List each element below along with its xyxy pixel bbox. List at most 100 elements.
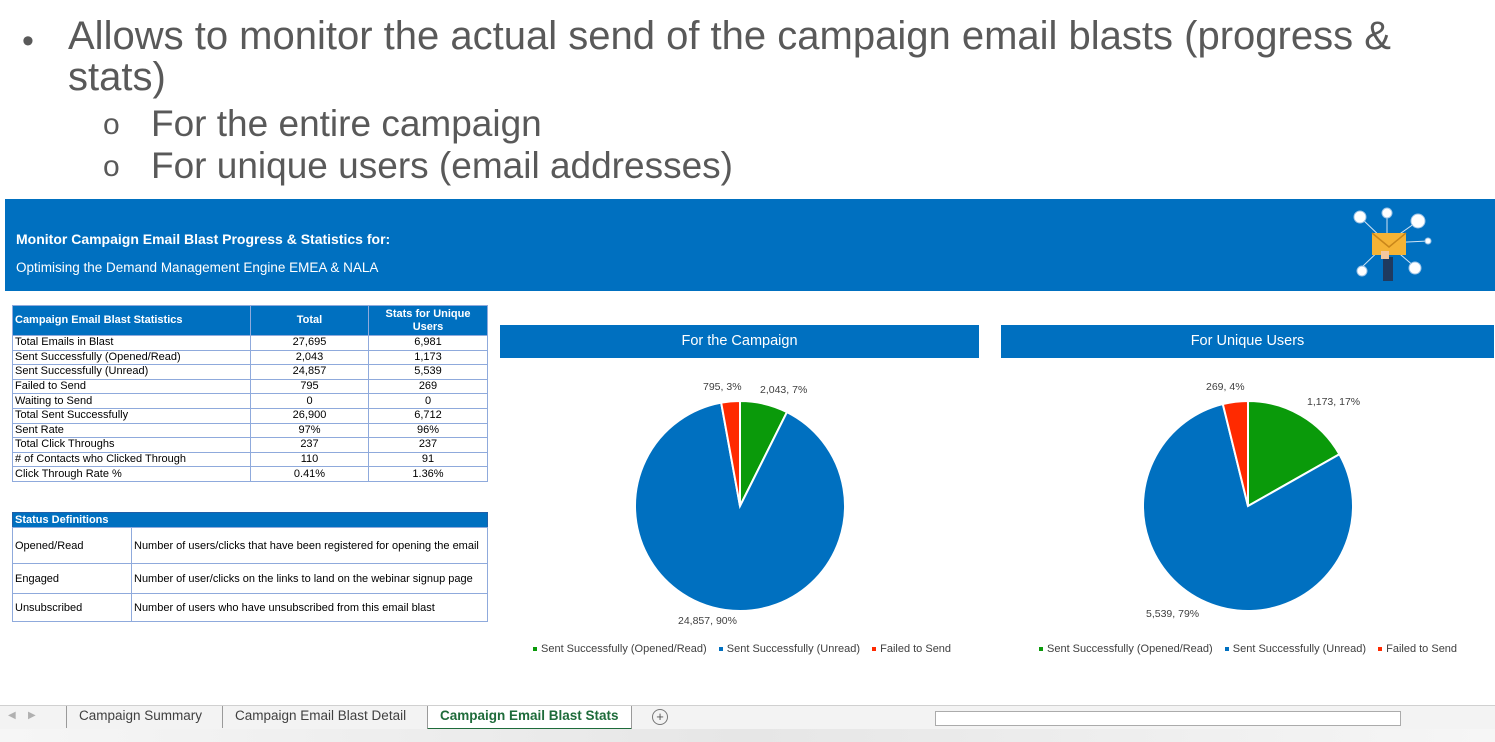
definition-term: Unsubscribed [12, 593, 132, 622]
data-label-unread: 5,539, 79% [1146, 608, 1200, 620]
row-total: 795 [250, 378, 369, 395]
legend-item-opened: Sent Successfully (Opened/Read) [533, 643, 707, 655]
row-label: Sent Successfully (Opened/Read) [12, 349, 251, 366]
sub-bullet-unique: For unique users (email addresses) [151, 145, 733, 186]
tab-scroll-left-icon[interactable]: ◀ [8, 710, 16, 721]
legend-swatch [872, 647, 877, 652]
legend-label: Sent Successfully (Opened/Read) [1047, 643, 1213, 655]
row-unique: 237 [368, 437, 488, 453]
data-label-opened: 2,043, 7% [760, 384, 808, 396]
table-row: Click Through Rate % 0.41% 1.36% [12, 466, 488, 482]
row-label: Sent Rate [12, 422, 251, 439]
row-unique: 6,981 [368, 335, 488, 351]
legend-swatch [1224, 647, 1229, 652]
table-row: Total Sent Successfully 26,900 6,712 [12, 407, 488, 424]
row-unique: 91 [368, 451, 488, 468]
definition-term: Engaged [12, 563, 132, 594]
add-sheet-icon[interactable]: + [652, 709, 668, 725]
row-unique: 1.36% [368, 466, 488, 482]
data-label-opened: 1,173, 17% [1307, 396, 1361, 408]
definitions-header: Status Definitions [12, 512, 488, 528]
table-row: Sent Successfully (Opened/Read) 2,043 1,17… [12, 349, 488, 366]
stats-header-row: Campaign Email Blast Statistics Total St… [12, 305, 488, 336]
row-total: 24,857 [250, 364, 369, 380]
sub-bullet-marker-2: o [103, 150, 120, 183]
stats-table: Campaign Email Blast Statistics Total St… [12, 305, 488, 482]
row-total: 0 [250, 393, 369, 409]
table-row: Unsubscribed Number of users who have un… [12, 593, 488, 622]
legend-item-unread: Sent Successfully (Unread) [718, 643, 861, 655]
row-label: Failed to Send [12, 378, 251, 395]
banner-subtitle: Optimising the Demand Management Engine … [16, 260, 379, 275]
tab-campaign-summary[interactable]: Campaign Summary [66, 706, 214, 728]
bottom-strip [0, 729, 1495, 742]
data-label-failed: 269, 4% [1206, 381, 1245, 393]
table-row: Sent Rate 97% 96% [12, 422, 488, 439]
legend-label: Failed to Send [1386, 643, 1458, 655]
row-label: Waiting to Send [12, 393, 251, 409]
stats-header-unique: Stats for Unique Users [368, 305, 488, 336]
row-label: Total Sent Successfully [12, 407, 251, 424]
row-label: Sent Successfully (Unread) [12, 364, 251, 380]
row-label: Total Click Throughs [12, 437, 251, 453]
row-unique: 96% [368, 422, 488, 439]
definition-text: Number of users/clicks that have been re… [131, 527, 488, 564]
bullet-marker: • [22, 22, 34, 60]
row-total: 27,695 [250, 335, 369, 351]
horizontal-scrollbar[interactable] [935, 711, 1401, 726]
row-total: 0.41% [250, 466, 369, 482]
slice-failed [1221, 399, 1249, 507]
pie-chart-unique [1142, 399, 1354, 612]
table-row: Sent Successfully (Unread) 24,857 5,539 [12, 364, 488, 380]
row-unique: 6,712 [368, 407, 488, 424]
row-unique: 269 [368, 378, 488, 395]
row-total: 110 [250, 451, 369, 468]
legend-label: Sent Successfully (Opened/Read) [541, 643, 707, 655]
row-label: # of Contacts who Clicked Through [12, 451, 251, 468]
legend-swatch [533, 647, 537, 652]
pie-chart-campaign [634, 399, 846, 612]
tab-campaign-email-blast-stats[interactable]: Campaign Email Blast Stats [427, 706, 632, 730]
bullet-main: Allows to monitor the actual send of the… [68, 14, 1391, 99]
legend-label: Sent Successfully (Unread) [726, 643, 861, 655]
legend-label: Failed to Send [880, 643, 952, 655]
banner: Monitor Campaign Email Blast Progress & … [5, 199, 1495, 291]
table-row: Total Click Throughs 237 237 [12, 437, 488, 453]
status-definitions-table: Status Definitions Opened/Read Number of… [12, 512, 488, 622]
sub-bullet-marker-1: o [103, 108, 120, 141]
sheet-tab-bar: ◀ ▶ Campaign Summary Campaign Email Blas… [0, 705, 1495, 730]
definition-term: Opened/Read [12, 527, 132, 564]
legend-campaign: Sent Successfully (Opened/Read) Sent Suc… [533, 643, 960, 655]
row-unique: 1,173 [368, 349, 488, 366]
legend-swatch [718, 647, 723, 652]
row-total: 237 [250, 437, 369, 453]
definition-text: Number of users who have unsubscribed fr… [131, 593, 488, 622]
stats-header-total: Total [250, 305, 369, 336]
legend-item-failed: Failed to Send [1378, 643, 1457, 655]
row-label: Total Emails in Blast [12, 335, 251, 351]
slice-failed [720, 399, 741, 507]
table-row: Waiting to Send 0 0 [12, 393, 488, 409]
row-unique: 5,539 [368, 364, 488, 380]
row-total: 26,900 [250, 407, 369, 424]
legend-unique: Sent Successfully (Opened/Read) Sent Suc… [1039, 643, 1466, 655]
sub-bullet-campaign: For the entire campaign [151, 103, 542, 144]
legend-swatch [1378, 647, 1383, 652]
legend-swatch [1039, 647, 1043, 652]
tab-scroll-right-icon[interactable]: ▶ [28, 710, 36, 721]
slide-bullets: • Allows to monitor the actual send of t… [0, 0, 1495, 195]
legend-label: Sent Successfully (Unread) [1232, 643, 1367, 655]
table-row: Total Emails in Blast 27,695 6,981 [12, 335, 488, 351]
row-unique: 0 [368, 393, 488, 409]
legend-item-unread: Sent Successfully (Unread) [1224, 643, 1367, 655]
email-marketing-icon [1353, 207, 1432, 281]
legend-item-failed: Failed to Send [872, 643, 951, 655]
row-label: Click Through Rate % [12, 466, 251, 482]
legend-item-opened: Sent Successfully (Opened/Read) [1039, 643, 1213, 655]
stats-header-label: Campaign Email Blast Statistics [12, 305, 251, 336]
table-row: Engaged Number of user/clicks on the lin… [12, 563, 488, 594]
table-row: Failed to Send 795 269 [12, 378, 488, 395]
banner-title: Monitor Campaign Email Blast Progress & … [16, 231, 391, 247]
chart-title-unique: For Unique Users [1001, 325, 1494, 358]
tab-campaign-email-blast-detail[interactable]: Campaign Email Blast Detail [222, 706, 418, 728]
